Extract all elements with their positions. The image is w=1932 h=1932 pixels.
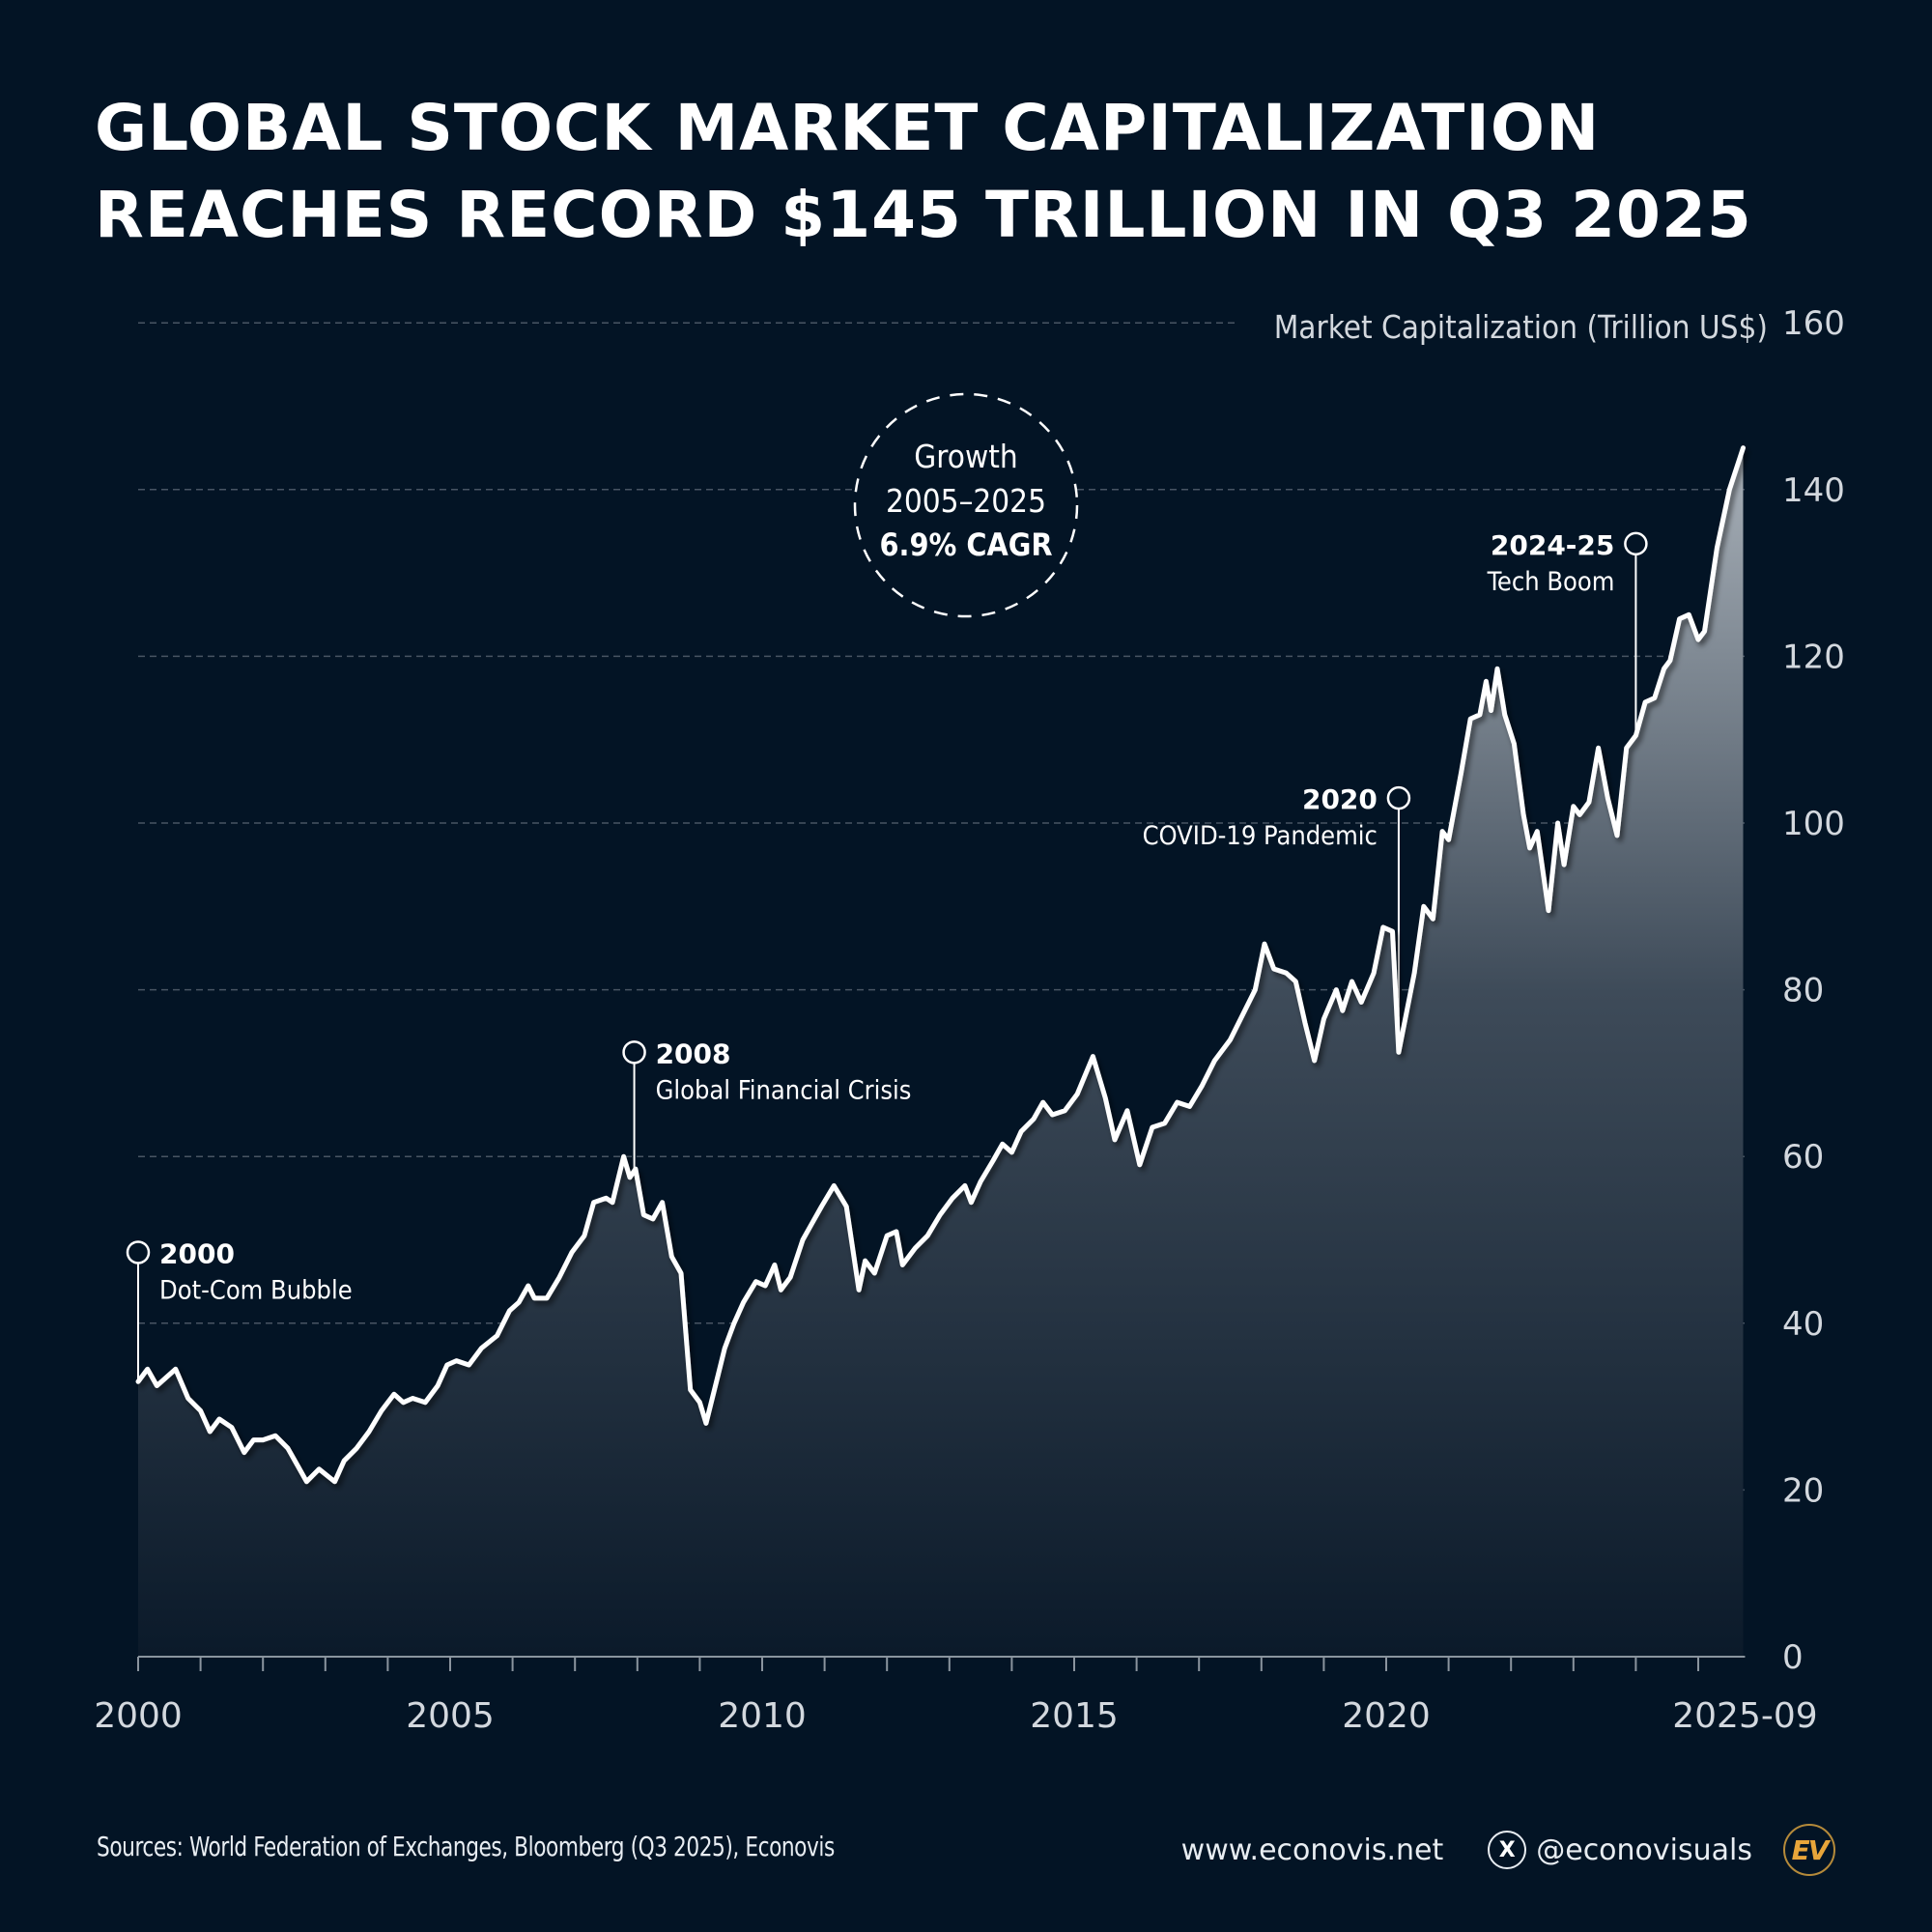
annotation-label: Dot-Com Bubble xyxy=(159,1275,353,1305)
title-line-2: REACHES RECORD $145 TRILLION IN Q3 2025 xyxy=(95,178,1752,252)
annotation-marker-icon xyxy=(1624,531,1648,556)
chart-title: GLOBAL STOCK MARKET CAPITALIZATION REACH… xyxy=(95,85,1752,259)
y-axis-title: Market Capitalization (Trillion US$) xyxy=(1274,308,1768,346)
x-tick-label-2020: 2020 xyxy=(1342,1696,1431,1736)
series-line xyxy=(135,445,1746,1485)
social-handle[interactable]: @econovisuals xyxy=(1536,1833,1752,1867)
x-logo-icon: X xyxy=(1488,1831,1527,1869)
y-tick-label-120: 120 xyxy=(1782,638,1845,676)
y-tick-label-80: 80 xyxy=(1782,972,1824,1010)
x-axis xyxy=(137,1656,1746,1671)
annotation-label: Global Financial Crisis xyxy=(656,1075,912,1105)
y-tick-label-20: 20 xyxy=(1782,1471,1824,1510)
website-link[interactable]: www.econovis.net xyxy=(1180,1833,1444,1867)
x-tick-label-2005: 2005 xyxy=(406,1696,495,1736)
annotation-year: 2024-25 xyxy=(1491,529,1615,561)
x-axis-labels: 2000 2005 2010 2015 2020 2025-09 xyxy=(94,1696,1817,1736)
y-tick-label-100: 100 xyxy=(1782,805,1845,843)
y-tick-label-60: 60 xyxy=(1782,1138,1824,1177)
x-tick-label-2000: 2000 xyxy=(94,1696,183,1736)
x-tick-label-2025-09: 2025-09 xyxy=(1672,1696,1817,1736)
y-axis-labels: 0 20 40 60 80 100 120 140 160 xyxy=(1782,304,1845,1677)
annotation-year: 2020 xyxy=(1302,783,1378,815)
title-line-1: GLOBAL STOCK MARKET CAPITALIZATION xyxy=(95,91,1601,165)
area-fill xyxy=(138,447,1744,1658)
annotation-year: 2008 xyxy=(656,1037,731,1069)
y-tick-label-40: 40 xyxy=(1782,1305,1824,1344)
annotation-year: 2000 xyxy=(159,1237,235,1269)
callout-line-3: 6.9% CAGR xyxy=(879,526,1052,563)
econovis-logo: EV xyxy=(1783,1824,1835,1876)
annotations: 2000 Dot-Com Bubble 2008 Global Financial C… xyxy=(126,529,1648,1305)
annotation-label: Tech Boom xyxy=(1487,567,1615,597)
callout-line-2: 2005–2025 xyxy=(886,482,1046,520)
cagr-callout: Growth 2005–2025 6.9% CAGR xyxy=(853,392,1079,618)
y-tick-label-140: 140 xyxy=(1782,471,1845,510)
y-tick-label-160: 160 xyxy=(1782,304,1845,343)
annotation-label: COVID-19 Pandemic xyxy=(1143,821,1378,851)
sources-note: Sources: World Federation of Exchanges, … xyxy=(97,1831,835,1862)
annotation-marker-icon xyxy=(1386,785,1411,810)
x-tick-label-2010: 2010 xyxy=(718,1696,807,1736)
callout-dashed-circle xyxy=(853,392,1079,618)
annotation-marker-icon xyxy=(126,1240,151,1264)
footer-branding: www.econovis.net X @econovisuals EV xyxy=(1180,1824,1835,1876)
annotation-marker-icon xyxy=(622,1040,646,1065)
callout-line-1: Growth xyxy=(914,438,1017,475)
x-tick-label-2015: 2015 xyxy=(1030,1696,1119,1736)
y-tick-label-0: 0 xyxy=(1782,1638,1804,1677)
